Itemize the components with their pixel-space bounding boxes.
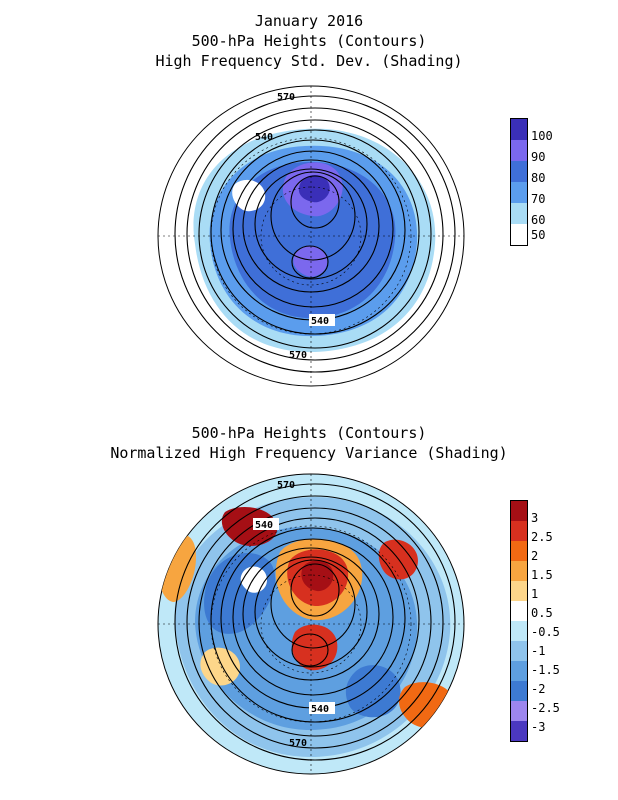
bottom-shade-neg2b: [345, 665, 401, 718]
bottom-colorbar-swatch: [511, 581, 527, 601]
top-colorbar-label: 60: [531, 213, 546, 227]
top-colorbar-swatch: [511, 224, 527, 245]
bottom-colorbar-label: -2: [531, 682, 546, 696]
bottom-colorbar-label: 1.5: [531, 568, 553, 582]
top-polar-map: 570 540 540 570: [157, 85, 465, 387]
top-colorbar-label: 50: [531, 228, 546, 242]
bottom-contour-label-570-lower: 570: [289, 738, 307, 749]
bottom-polar-map: 570 540 540 570: [157, 473, 465, 775]
bottom-colorbar-swatch: [511, 561, 527, 581]
top-shade-90b: [293, 246, 328, 277]
top-colorbar-label: 90: [531, 150, 546, 164]
bottom-colorbar-swatch: [511, 681, 527, 701]
bottom-colorbar-label: 0.5: [531, 606, 553, 620]
top-contour-label-570-upper: 570: [277, 92, 295, 103]
bottom-colorbar-label: -0.5: [531, 625, 560, 639]
bottom-colorbar-swatch: [511, 521, 527, 541]
top-contour-label-540-upper: 540: [255, 132, 273, 143]
bottom-colorbar-label: 3: [531, 511, 539, 525]
bottom-shade-pos-center-3: [301, 560, 334, 592]
top-colorbar-label: 80: [531, 171, 546, 185]
top-colorbar-swatch: [511, 119, 527, 140]
top-title-line-3: High Frequency Std. Dev. (Shading): [155, 52, 463, 70]
bottom-colorbar-label: -1: [531, 644, 546, 658]
bottom-colorbar-swatch: [511, 641, 527, 661]
bottom-title-line-1: 500-hPa Heights (Contours): [191, 424, 427, 442]
bottom-colorbar-label: 2.5: [531, 530, 553, 544]
top-contour-label-540-lower: 540: [311, 316, 329, 327]
bottom-colorbar-swatch: [511, 501, 527, 521]
bottom-shade-pos-nw: [221, 507, 278, 547]
bottom-colorbar-swatch: [511, 661, 527, 681]
bottom-colorbar-label: -1.5: [531, 663, 560, 677]
top-colorbar-swatch: [511, 161, 527, 182]
top-colorbar-swatch: [511, 140, 527, 161]
top-title-line-2: 500-hPa Heights (Contours): [191, 32, 427, 50]
top-shade-100: [298, 175, 330, 203]
bottom-colorbar-swatch: [511, 721, 527, 741]
bottom-colorbar-label: -3: [531, 720, 546, 734]
bottom-colorbar-label: 1: [531, 587, 539, 601]
top-white-patch: [232, 179, 266, 212]
top-colorbar-label: 100: [531, 129, 553, 143]
bottom-colorbar-swatch: [511, 701, 527, 721]
bottom-colorbar-swatch: [511, 621, 527, 641]
bottom-contour-label-540-upper: 540: [255, 520, 273, 531]
bottom-colorbar-label: 2: [531, 549, 539, 563]
top-colorbar-swatch: [511, 182, 527, 203]
bottom-colorbar-label: -2.5: [531, 701, 560, 715]
bottom-contour-label-570-upper: 570: [277, 480, 295, 491]
bottom-contour-label-540-lower: 540: [311, 704, 329, 715]
top-title-line-1: January 2016: [254, 12, 364, 30]
top-colorbar-label: 70: [531, 192, 546, 206]
bottom-colorbar-swatch: [511, 601, 527, 621]
bottom-colorbar: [510, 500, 528, 742]
top-contour-label-570-lower: 570: [289, 350, 307, 361]
top-colorbar: [510, 118, 528, 246]
bottom-colorbar-swatch: [511, 541, 527, 561]
top-colorbar-swatch: [511, 203, 527, 224]
bottom-shade-pos-south: [291, 624, 338, 671]
bottom-title-line-2: Normalized High Frequency Variance (Shad…: [110, 444, 508, 462]
